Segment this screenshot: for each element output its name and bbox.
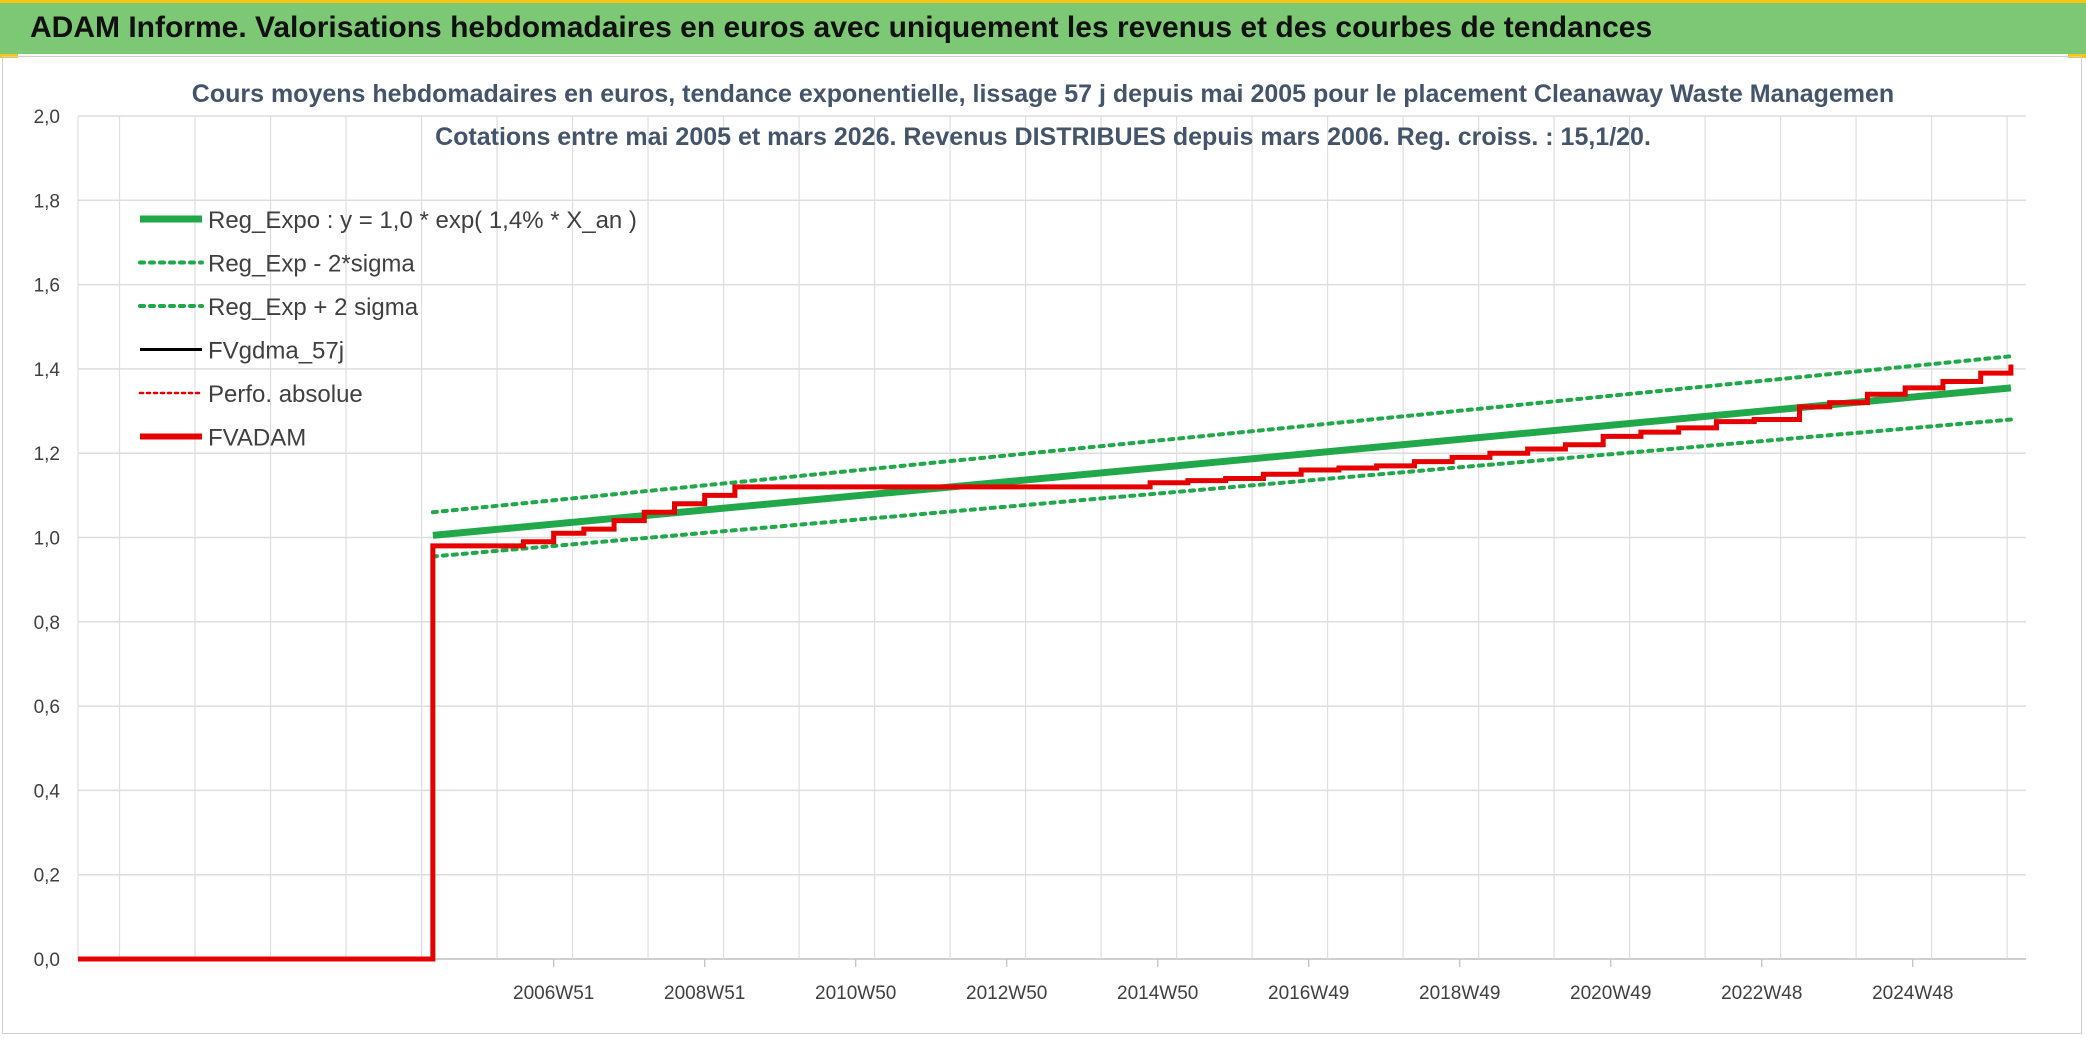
y-tick-label: 0,4	[34, 781, 61, 802]
x-tick-label: 2020W49	[1570, 983, 1651, 1004]
y-tick-label: 0,8	[34, 613, 60, 634]
header-bar: ADAM Informe. Valorisations hebdomadaire…	[0, 0, 2086, 54]
legend-label-1: Reg_Expo : y = 1,0 * exp( 1,4% * X_an )	[208, 207, 637, 234]
y-tick-label: 1,6	[34, 276, 60, 297]
legend-label-3: Reg_Exp + 2 sigma	[208, 294, 419, 321]
y-tick-label: 2,0	[34, 107, 60, 128]
y-tick-label: 0,6	[34, 697, 60, 718]
y-tick-label: 1,0	[34, 529, 60, 550]
page-title: ADAM Informe. Valorisations hebdomadaire…	[30, 11, 1653, 44]
x-tick-label: 2010W50	[815, 983, 896, 1004]
legend-label-6: FVADAM	[208, 425, 306, 452]
y-tick-label: 0,0	[34, 950, 60, 971]
x-tick-label: 2024W48	[1872, 983, 1953, 1004]
x-tick-label: 2014W50	[1117, 983, 1198, 1004]
chart-title-line1: Cours moyens hebdomadaires en euros, ten…	[192, 80, 1894, 108]
legend-label-5: Perfo. absolue	[208, 381, 363, 408]
y-axis: 0,0 0,2 0,4 0,6 0,8 1,0 1,2 1,4 1,6 1,8 2,0	[34, 107, 61, 971]
series-line-3	[430, 354, 2013, 515]
x-tick-label: 2012W50	[966, 983, 1047, 1004]
x-tick-label: 2016W49	[1268, 983, 1349, 1004]
grid	[77, 115, 2026, 960]
x-tick-label: 2018W49	[1419, 983, 1500, 1004]
y-tick-label: 1,8	[34, 191, 60, 212]
x-axis: 2006W51 2008W51 2010W50 2012W50 2014W50 2016W…	[513, 959, 1953, 1004]
chart: Cours moyens hebdomadaires en euros, ten…	[34, 80, 2026, 1004]
legend-label-4: FVgdma_57j	[208, 338, 344, 365]
x-tick-label: 2006W51	[513, 983, 594, 1004]
series-line-6	[78, 364, 2014, 962]
y-tick-label: 1,4	[34, 360, 61, 381]
y-tick-label: 1,2	[34, 444, 60, 465]
series-line-2	[430, 417, 2013, 559]
series	[78, 354, 2014, 962]
legend: Reg_Expo : y = 1,0 * exp( 1,4% * X_an ) R…	[138, 207, 637, 452]
x-tick-label: 2022W48	[1721, 983, 1802, 1004]
series-line-1	[432, 384, 2012, 539]
x-tick-label: 2008W51	[664, 983, 745, 1004]
y-tick-label: 0,2	[34, 866, 60, 887]
legend-label-2: Reg_Exp - 2*sigma	[208, 251, 415, 278]
chart-title-line2: Cotations entre mai 2005 et mars 2026. R…	[435, 123, 1651, 151]
